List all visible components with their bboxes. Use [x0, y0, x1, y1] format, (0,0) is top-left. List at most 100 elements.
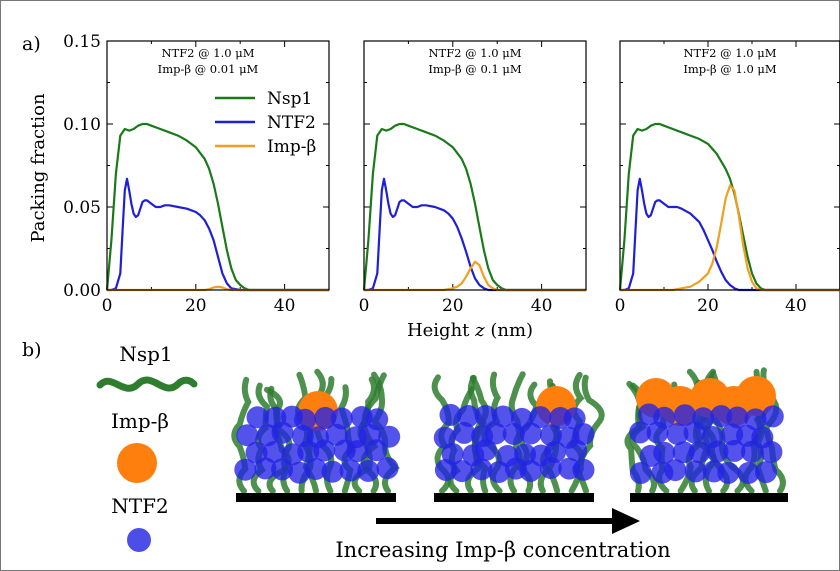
ntf2-particle [304, 458, 327, 480]
ntf2-particle [457, 405, 480, 427]
grafting-surface [630, 493, 788, 502]
series-line-nsp1-2 [362, 122, 586, 292]
ntf2-particle [684, 460, 707, 483]
plot-frame [106, 40, 330, 291]
condition-annotation: Imp-β @ 0.01 μM [158, 62, 259, 76]
legend-entry: Nsp1 [267, 89, 312, 109]
panel-label-a: a) [22, 33, 41, 55]
concentration-arrow-head [612, 508, 640, 534]
plot-frame [363, 40, 587, 291]
x-tick-label: 0 [615, 296, 626, 316]
condition-annotation: NTF2 @ 1.0 μM [161, 46, 254, 60]
impb-legend-icon [117, 443, 157, 483]
ntf2-particle [540, 424, 562, 447]
brush-scene-1 [231, 368, 401, 502]
schematic-panel-b: Nsp1 Imp-β NTF2 Increasing Imp-β concent… [96, 342, 788, 562]
ntf2-particle [234, 458, 257, 481]
ntf2-particle [761, 405, 784, 428]
legend-label-nsp1: Nsp1 [119, 342, 172, 366]
ntf2-particle [629, 462, 652, 484]
ntf2-particle [572, 458, 595, 481]
ntf2-particle [245, 441, 268, 464]
ntf2-particle [439, 403, 462, 426]
chart-panel-2: 0 20 40 NTF2 @ 1.0 μM Imp-β @ 0.1 μM [359, 40, 587, 316]
ntf2-particle [262, 441, 285, 463]
ntf2-particle [751, 426, 774, 449]
series-line-nsp1-3 [618, 122, 840, 292]
legend-label-impb: Imp-β [111, 409, 169, 433]
x-tick-label: 0 [102, 296, 113, 316]
brush-scenes [231, 367, 788, 502]
ntf2-particle [737, 462, 760, 484]
y-tick-label: 0.15 [63, 32, 101, 52]
ntf2-particle [307, 426, 329, 449]
ntf2-particle [629, 421, 652, 444]
ntf2-particle [723, 439, 746, 462]
ntf2-particle [529, 406, 552, 429]
ntf2-particle [563, 407, 586, 430]
ntf2-particle [236, 424, 259, 447]
condition-annotation: Imp-β @ 1.0 μM [683, 62, 777, 76]
legend-entry: Imp-β [267, 137, 316, 157]
ntf2-particle [653, 406, 676, 429]
grafting-surface [236, 493, 396, 502]
y-axis-title: Packing fraction [28, 93, 49, 243]
x-tick-label: 40 [785, 296, 807, 316]
ntf2-particle [376, 457, 399, 480]
x-tick-label: 20 [185, 296, 207, 316]
plot-frame [619, 40, 840, 291]
ntf2-particle [673, 404, 696, 427]
x-tick-label: 40 [531, 296, 553, 316]
ntf2-particle [726, 406, 749, 429]
ntf2-particle [441, 443, 464, 465]
ntf2-particle [246, 406, 269, 429]
ntf2-particle [701, 426, 724, 448]
ntf2-particle [755, 461, 777, 484]
ntf2-particle [378, 425, 401, 448]
ntf2-particle [688, 441, 711, 464]
series-line-ntf2-3 [620, 177, 840, 292]
ntf2-particle [496, 445, 519, 467]
series-line-imp-3 [620, 184, 840, 292]
legend-entry: NTF2 [267, 113, 316, 133]
series-line-nsp1-1 [105, 122, 329, 292]
ntf2-particle [653, 441, 676, 464]
ntf2-particle [484, 422, 507, 445]
ntf2-particle [330, 407, 353, 430]
legend-label-ntf2: NTF2 [111, 494, 168, 518]
ntf2-particle [664, 459, 687, 482]
arrow-label: Increasing Imp-β concentration [335, 538, 670, 562]
ntf2-particle [492, 405, 515, 428]
y-tick-label: 0.10 [63, 115, 101, 135]
condition-annotation: NTF2 @ 1.0 μM [428, 46, 521, 60]
grafting-surface [434, 493, 594, 502]
ntf2-particle [710, 405, 733, 428]
x-axis-title: Height z (nm) [407, 320, 533, 341]
x-tick-label: 20 [697, 296, 719, 316]
packing-fraction-charts: 0 20 40 0.00 0.05 0.10 0.15 NTF2 @ 1.0 μM Imp-β … [63, 32, 840, 316]
chart-panel-1: 0 20 40 0.00 0.05 0.10 0.15 NTF2 @ 1.0 μM Imp-β … [63, 32, 330, 316]
ntf2-particle [544, 440, 567, 463]
ntf2-particle [288, 461, 311, 484]
x-tick-label: 40 [274, 296, 296, 316]
panel-label-b: b) [22, 339, 42, 361]
ntf2-legend-icon [127, 528, 151, 552]
brush-scene-3 [624, 367, 788, 502]
x-tick-label: 20 [442, 296, 464, 316]
ntf2-particle [514, 443, 537, 466]
ntf2-particle [294, 408, 316, 431]
series-line-ntf2-1 [107, 177, 329, 292]
y-tick-label: 0.00 [63, 281, 101, 301]
ntf2-particle [433, 426, 456, 449]
ntf2-particle [321, 460, 344, 483]
x-tick-label: 0 [359, 296, 370, 316]
condition-annotation: NTF2 @ 1.0 μM [683, 46, 776, 60]
ntf2-particle [692, 407, 715, 430]
nsp1-chain-icon [96, 376, 198, 392]
ntf2-particle [510, 407, 533, 430]
ntf2-particle [453, 421, 476, 444]
ntf2-particle [451, 460, 473, 483]
